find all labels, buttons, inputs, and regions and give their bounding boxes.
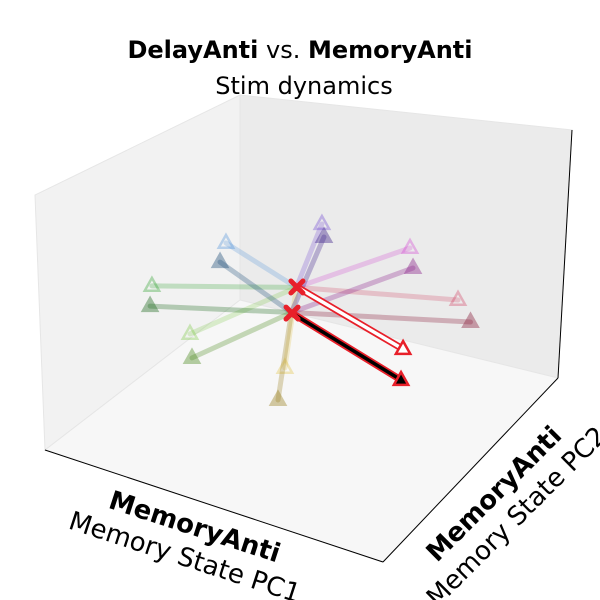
trajectory	[147, 303, 294, 315]
end-marker	[400, 237, 420, 255]
trajectory	[288, 265, 416, 315]
end-marker	[312, 213, 332, 231]
trajectory	[293, 284, 461, 303]
end-marker	[210, 251, 230, 269]
end-marker	[140, 295, 160, 313]
trajectory	[223, 240, 299, 290]
end-marker	[142, 275, 162, 292]
end-marker	[403, 257, 423, 275]
trajectory	[282, 284, 299, 371]
trajectory	[275, 310, 294, 403]
trajectory	[217, 259, 294, 315]
end-marker	[216, 232, 236, 250]
chart-title: DelayAnti vs. MemoryAnti	[127, 36, 472, 64]
end-marker	[461, 311, 480, 329]
trajectory	[149, 283, 299, 290]
trajectory	[288, 234, 327, 315]
trajectory	[293, 221, 325, 290]
end-marker	[275, 357, 295, 375]
end-marker	[268, 389, 288, 407]
trajectory	[288, 310, 473, 325]
title-part: vs.	[266, 36, 300, 64]
trajectory	[290, 311, 403, 382]
end-marker	[314, 226, 334, 244]
end-marker	[182, 347, 202, 364]
trajectory	[293, 245, 413, 290]
end-marker	[180, 323, 200, 340]
start-marker	[288, 278, 306, 296]
end-marker	[393, 338, 413, 356]
x-axis-line	[44, 449, 384, 563]
end-marker	[391, 369, 411, 387]
chart-subtitle: Stim dynamics	[215, 72, 392, 100]
z-axis-line	[557, 129, 573, 379]
y-axis-line	[382, 377, 559, 563]
title-part: MemoryAnti	[308, 36, 473, 64]
trajectory	[189, 310, 294, 361]
title-part: DelayAnti	[127, 36, 258, 64]
trajectory	[187, 284, 299, 337]
start-marker	[283, 304, 301, 322]
trajectories	[140, 213, 480, 407]
end-marker	[448, 289, 468, 307]
trajectory	[295, 285, 405, 351]
